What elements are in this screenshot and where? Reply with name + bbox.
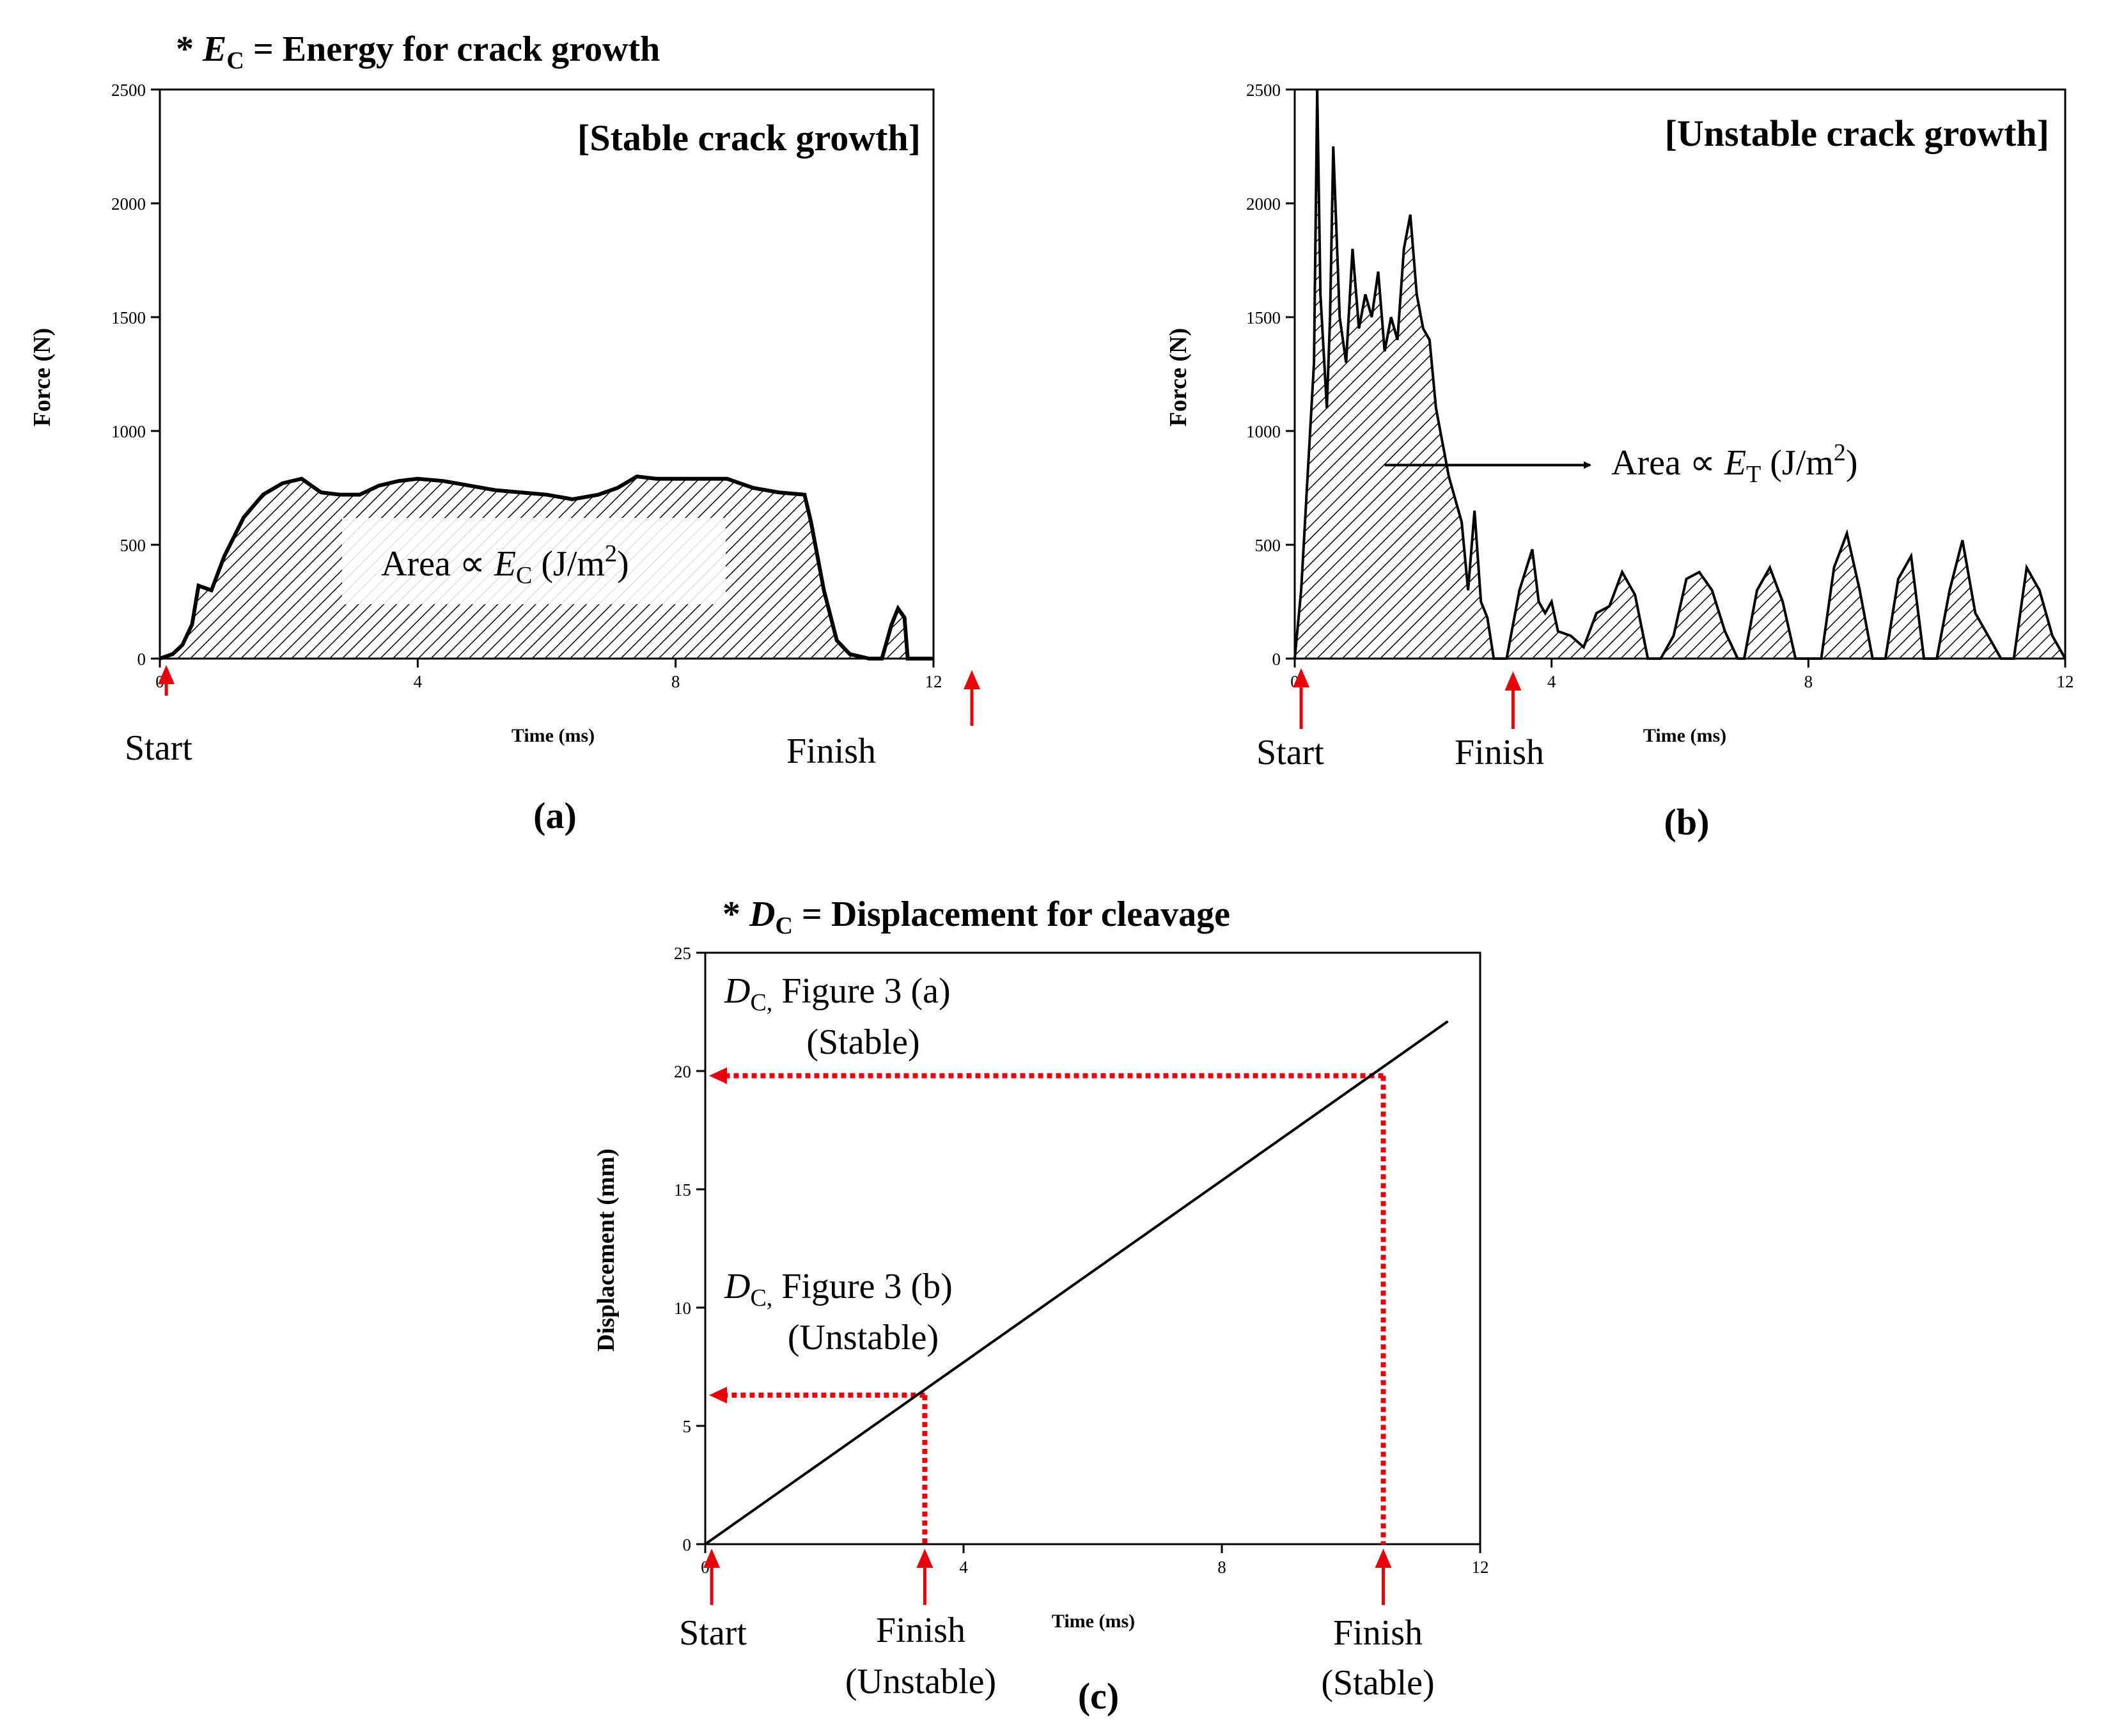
panel-c-finish-unstable-label2: (Unstable) <box>845 1662 996 1701</box>
panel-b-finish-label: Finish <box>1455 733 1544 772</box>
panel-b-xlabel: Time (ms) <box>1643 725 1726 746</box>
panel-a-force-line <box>159 474 933 661</box>
panel-a-area-label: Area ∝ EC (J/m2) <box>381 540 629 589</box>
panel-b-inner-title: [Unstable crack growth] <box>1665 113 2049 154</box>
panel-a: * EC = Energy for crack growth Area ∝ EC… <box>29 29 980 836</box>
panel-c-dc-a-label: DC, Figure 3 (a) <box>724 971 951 1016</box>
panel-c-finish-unstable-label: Finish <box>876 1611 965 1650</box>
panel-c: * DC = Displacement for cleavage DC, Fig… <box>593 895 1489 1717</box>
panel-b-start-arrow-head <box>1293 668 1310 687</box>
panel-a-title: * EC = Energy for crack growth <box>176 29 660 74</box>
panel-a-ytick-label: 500 <box>120 536 146 555</box>
panel-a-ytick-label: 2500 <box>111 81 146 100</box>
panel-c-ytick-label: 25 <box>674 944 691 963</box>
panel-a-area-label-bg <box>342 518 726 604</box>
panel-c-finish-stable-label2: (Stable) <box>1321 1663 1434 1703</box>
panel-c-start-arrow-head <box>703 1549 721 1568</box>
panel-c-plot-frame <box>704 951 1481 1545</box>
panel-c-dc-b-label-line2: (Unstable) <box>788 1318 939 1357</box>
panel-c-ytick-label: 5 <box>683 1417 692 1436</box>
panel-c-guide-arrowhead <box>709 1067 727 1084</box>
panel-a-label: (a) <box>533 795 577 836</box>
panel-b-area-label: Area ∝ ET (J/m2) <box>1611 439 1857 488</box>
panel-b-ytick-label: 500 <box>1255 536 1281 555</box>
panel-c-displacement-line <box>704 1020 1449 1545</box>
panel-b-xtick-label: 4 <box>1547 672 1556 691</box>
panel-a-xlabel: Time (ms) <box>512 725 595 746</box>
panel-c-xlabel: Time (ms) <box>1052 1611 1135 1632</box>
panel-a-ylabel: Force (N) <box>29 328 56 426</box>
panel-c-start-label: Start <box>679 1613 747 1653</box>
panel-a-finish-arrow-head <box>964 670 980 689</box>
panel-a-xtick-label: 8 <box>671 672 680 691</box>
panel-a-inner-title: [Stable crack growth] <box>577 117 921 159</box>
panel-b-xtick-label: 12 <box>2057 672 2074 691</box>
panel-a-start-arrow-head <box>158 665 175 684</box>
panel-b-ytick-label: 2500 <box>1246 81 1281 100</box>
panel-c-xtick-label: 4 <box>959 1558 968 1577</box>
panel-b-finish-arrow-head <box>1504 671 1522 691</box>
panel-b-force-area <box>1295 90 2065 659</box>
panel-b-start-label: Start <box>1256 733 1324 772</box>
panel-b-ytick-label: 1500 <box>1246 308 1281 327</box>
panel-a-ytick-label: 1500 <box>111 308 146 327</box>
panel-b: [Unstable crack growth] Area ∝ ET (J/m2)… <box>1165 81 2074 843</box>
panel-a-ytick-label: 1000 <box>111 422 146 441</box>
panel-b-ylabel: Force (N) <box>1165 328 1192 426</box>
panel-c-guide-arrowhead <box>709 1386 727 1404</box>
panel-c-ytick-label: 0 <box>683 1535 692 1554</box>
panel-a-ytick-label: 0 <box>137 650 146 669</box>
panel-b-label: (b) <box>1664 801 1710 843</box>
panel-c-ytick-label: 10 <box>674 1299 691 1318</box>
panel-c-ytick-label: 20 <box>674 1062 691 1081</box>
panel-c-finish-stable-arrow-head <box>1375 1549 1392 1568</box>
panel-c-xtick-label: 12 <box>1472 1558 1489 1577</box>
panel-c-label: (c) <box>1078 1675 1119 1717</box>
panel-c-ylabel: Displacement (mm) <box>593 1148 620 1352</box>
panel-c-xtick-label: 8 <box>1217 1558 1226 1577</box>
panel-a-xtick-label: 4 <box>414 672 423 691</box>
panel-b-ytick-label: 1000 <box>1246 422 1281 441</box>
panel-a-finish-label: Finish <box>786 731 876 771</box>
panel-c-dc-b-label: DC, Figure 3 (b) <box>724 1267 953 1311</box>
panel-b-ytick-label: 2000 <box>1246 194 1281 214</box>
panel-a-xtick-label: 12 <box>925 672 942 691</box>
panel-b-ytick-label: 0 <box>1272 650 1281 669</box>
panel-b-force-line <box>1293 89 2066 660</box>
panel-c-finish-unstable-arrow-head <box>916 1549 933 1568</box>
panel-c-dc-a-label-line2: (Stable) <box>806 1022 919 1062</box>
panel-c-title: * DC = Displacement for cleavage <box>722 895 1230 939</box>
panel-c-ytick-label: 15 <box>674 1180 691 1200</box>
panel-c-finish-stable-label: Finish <box>1333 1613 1423 1653</box>
panel-a-start-label: Start <box>125 728 192 768</box>
panel-a-ytick-label: 2000 <box>111 194 146 214</box>
panel-b-xtick-label: 8 <box>1804 672 1813 691</box>
